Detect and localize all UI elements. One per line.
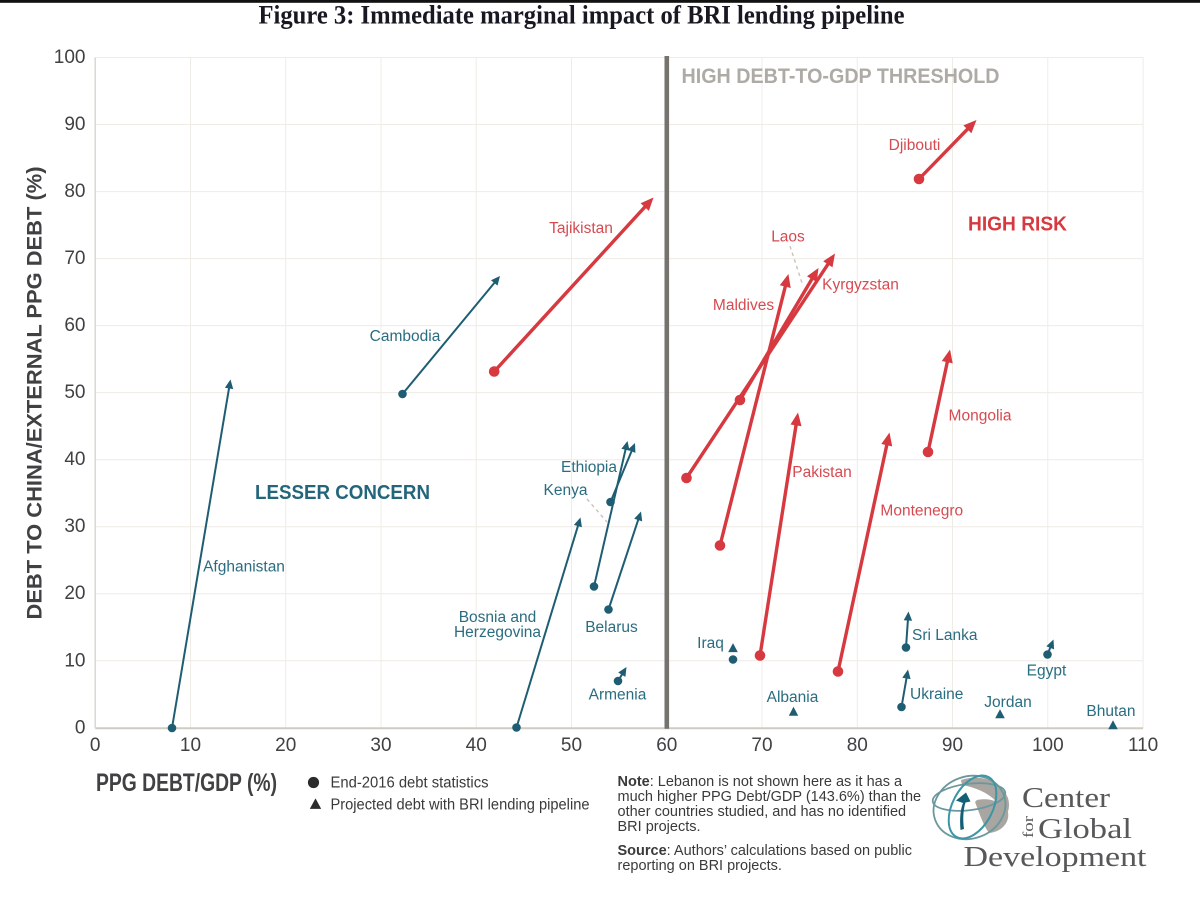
svg-text:Iraq: Iraq	[697, 635, 724, 652]
svg-text:100: 100	[54, 47, 86, 68]
svg-text:Note: Lebanon is not shown her: Note: Lebanon is not shown here as it ha…	[618, 774, 903, 790]
svg-text:Kenya: Kenya	[544, 482, 588, 499]
svg-text:HIGH RISK: HIGH RISK	[968, 214, 1068, 236]
svg-text:40: 40	[64, 449, 85, 470]
svg-text:Afghanistan: Afghanistan	[203, 559, 285, 576]
svg-text:60: 60	[64, 315, 85, 336]
svg-text:LESSER CONCERN: LESSER CONCERN	[255, 482, 430, 504]
svg-text:BRI projects.: BRI projects.	[618, 819, 701, 835]
svg-text:Cambodia: Cambodia	[370, 328, 441, 345]
svg-text:Ukraine: Ukraine	[910, 686, 963, 703]
svg-text:HIGH DEBT-TO-GDP THRESHOLD: HIGH DEBT-TO-GDP THRESHOLD	[682, 65, 1000, 88]
svg-text:50: 50	[561, 735, 582, 756]
svg-text:Pakistan: Pakistan	[792, 464, 851, 481]
svg-text:30: 30	[370, 735, 391, 756]
svg-text:Tajikistan: Tajikistan	[549, 220, 613, 237]
svg-text:100: 100	[1032, 735, 1064, 756]
svg-text:70: 70	[751, 735, 772, 756]
svg-text:Belarus: Belarus	[585, 619, 638, 636]
svg-text:Figure 3: Immediate marginal i: Figure 3: Immediate marginal impact of B…	[259, 0, 905, 30]
svg-text:Laos: Laos	[771, 229, 805, 246]
svg-text:20: 20	[64, 583, 85, 604]
svg-text:Egypt: Egypt	[1027, 663, 1067, 680]
svg-text:90: 90	[942, 735, 963, 756]
svg-text:Mongolia: Mongolia	[949, 408, 1012, 425]
svg-text:40: 40	[466, 735, 487, 756]
svg-text:End-2016 debt statistics: End-2016 debt statistics	[331, 775, 489, 792]
svg-text:Montenegro: Montenegro	[880, 503, 963, 520]
svg-text:70: 70	[64, 248, 85, 269]
svg-text:90: 90	[64, 114, 85, 135]
svg-text:Albania: Albania	[767, 689, 819, 706]
svg-text:Kyrgyzstan: Kyrgyzstan	[822, 277, 899, 294]
svg-text:Projected debt with BRI lendin: Projected debt with BRI lending pipeline	[331, 797, 590, 814]
svg-text:Bosnia and: Bosnia and	[459, 609, 537, 626]
svg-text:Maldives: Maldives	[713, 297, 774, 314]
svg-text:0: 0	[90, 735, 101, 756]
svg-text:Herzegovina: Herzegovina	[454, 624, 541, 641]
svg-text:20: 20	[275, 735, 296, 756]
svg-text:30: 30	[64, 516, 85, 537]
svg-text:50: 50	[64, 382, 85, 403]
svg-text:Bhutan: Bhutan	[1086, 703, 1135, 720]
svg-text:Sri Lanka: Sri Lanka	[912, 627, 978, 644]
svg-text:80: 80	[64, 181, 85, 202]
svg-text:10: 10	[180, 735, 201, 756]
svg-text:10: 10	[64, 650, 85, 671]
svg-text:for: for	[1021, 816, 1037, 838]
svg-text:much higher PPG Debt/GDP (143.: much higher PPG Debt/GDP (143.6%) than t…	[618, 789, 922, 805]
svg-text:80: 80	[847, 735, 868, 756]
svg-text:DEBT TO CHINA/EXTERNAL PPG DEB: DEBT TO CHINA/EXTERNAL PPG DEBT (%)	[24, 167, 47, 620]
svg-text:Djibouti: Djibouti	[889, 137, 941, 154]
svg-text:Ethiopia: Ethiopia	[561, 459, 617, 476]
svg-text:110: 110	[1128, 735, 1158, 756]
svg-text:Armenia: Armenia	[589, 687, 647, 704]
svg-text:Source: Authors’ calculations: Source: Authors’ calculations based on p…	[618, 843, 912, 859]
svg-text:Development: Development	[964, 842, 1147, 873]
svg-text:PPG DEBT/GDP (%): PPG DEBT/GDP (%)	[96, 769, 277, 797]
svg-text:other countries studied, and h: other countries studied, and has no iden…	[618, 804, 907, 820]
svg-text:60: 60	[656, 735, 677, 756]
svg-text:0: 0	[75, 717, 86, 738]
svg-text:reporting on BRI projects.: reporting on BRI projects.	[618, 858, 782, 874]
svg-text:Global: Global	[1038, 814, 1132, 845]
svg-text:Jordan: Jordan	[984, 694, 1031, 711]
svg-text:Center: Center	[1022, 783, 1111, 814]
